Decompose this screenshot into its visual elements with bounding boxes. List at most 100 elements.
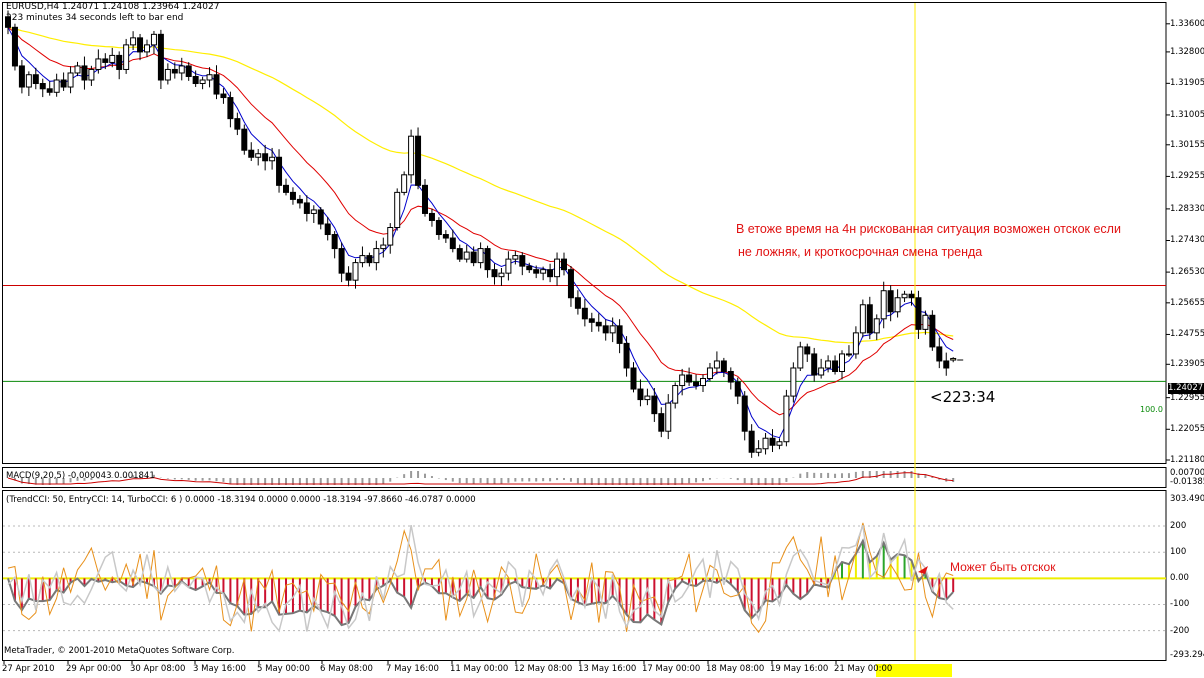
price-tick-label: 1.33600 [1170, 18, 1204, 29]
annotation-line-2: не ложняк, и кроткосрочная смена тренда [738, 245, 983, 259]
candle-body [755, 448, 762, 453]
macd-panel-frame [2, 467, 1167, 488]
candle-body [32, 74, 39, 85]
candle-body [929, 314, 936, 348]
time-tick-label: 3 May 16:00 [193, 664, 246, 674]
cci-label: (TrendCCI: 50, EntryCCI: 14, TurboCCI: 6… [6, 495, 476, 505]
copyright-text: MetaTrader, © 2001-2010 MetaQuotes Softw… [4, 646, 235, 656]
candle-body [199, 79, 206, 85]
trend-cci-line [7, 538, 954, 627]
candle-body [915, 297, 922, 330]
candle-body [588, 318, 595, 323]
candle-body [519, 255, 526, 267]
candle-body [150, 33, 157, 46]
candle-body [894, 297, 901, 313]
cci-panel-frame [2, 490, 1167, 661]
candle-body [157, 33, 164, 81]
time-tick-label: 11 May 00:00 [450, 664, 509, 674]
candle-body [901, 293, 908, 299]
candle-body [53, 79, 60, 93]
candle-body [213, 74, 220, 95]
price-tick-label: 1.22955 [1170, 392, 1204, 403]
candle-body [394, 191, 401, 229]
time-tick-label: 21 May 00:00 [834, 664, 893, 674]
candle-body [192, 75, 199, 85]
candle-body [574, 297, 581, 309]
bar-countdown: <223:34 [930, 388, 996, 406]
candle-body [359, 255, 366, 264]
cci-tick-label: -100 [1170, 599, 1190, 610]
candle-body [616, 325, 623, 344]
time-tick-label: 19 May 16:00 [770, 664, 829, 674]
candle-body [164, 68, 171, 81]
candle-body [102, 58, 109, 63]
candle-body [206, 74, 213, 81]
time-tick-label: 17 May 00:00 [642, 664, 701, 674]
cci-tick-label: -200 [1170, 625, 1190, 636]
price-tick-label: 1.26530 [1170, 267, 1204, 278]
candle-body [310, 209, 317, 214]
candle-body [116, 54, 123, 70]
candle-body [269, 156, 276, 162]
candle-body [547, 269, 554, 278]
candle-body [658, 413, 665, 432]
current-time-marker [876, 664, 952, 677]
candle-body [880, 290, 887, 320]
time-tick-label: 18 May 08:00 [706, 664, 765, 674]
candle-body [665, 402, 672, 432]
price-tick-label: 1.31005 [1170, 109, 1204, 120]
candle-body [178, 65, 185, 74]
candle-body [727, 370, 734, 383]
candle-body [491, 269, 498, 278]
candle-body [554, 258, 561, 278]
candle-body [769, 437, 776, 446]
arrow-icon [918, 566, 928, 574]
candle-body [567, 269, 574, 299]
candle-body [700, 378, 706, 387]
candle-body [790, 367, 797, 397]
entry-cci-line [7, 522, 954, 634]
turbo-cci-line [7, 524, 954, 633]
candle-body [387, 227, 394, 246]
price-tick-label: 1.28330 [1170, 203, 1204, 214]
candle-body [484, 248, 491, 271]
candle-body [713, 360, 720, 369]
candle-body [672, 385, 679, 404]
candle-body [74, 65, 81, 74]
candle-body [46, 88, 53, 93]
candle-body [137, 37, 144, 53]
time-tick-label: 13 May 16:00 [578, 664, 637, 674]
candle-body [88, 68, 95, 81]
candle-body [442, 234, 449, 239]
candle-body [908, 293, 915, 299]
candle-body [366, 255, 373, 264]
candle-body [338, 248, 345, 274]
candle-body [734, 381, 741, 397]
candle-body [595, 321, 602, 327]
cci-annotation: Может быть отскок [950, 560, 1056, 574]
level-label: 100.0 [1140, 405, 1163, 414]
candle-body [797, 346, 804, 369]
candle-body [248, 149, 255, 158]
candle-body [637, 388, 644, 401]
candle-body [602, 325, 609, 334]
price-tick-label: 1.25655 [1170, 297, 1204, 308]
candle-body [415, 135, 422, 186]
candle-body [852, 332, 859, 355]
candle-body [324, 223, 331, 236]
time-tick-label: 27 Apr 2010 [2, 664, 55, 674]
candle-body [561, 258, 567, 271]
candle-body [936, 346, 943, 362]
candle-body [706, 367, 713, 380]
candle-body [331, 234, 338, 250]
price-tick-label: 1.32800 [1170, 46, 1204, 57]
candle-body [887, 290, 894, 313]
candle-body [609, 325, 616, 334]
candle-body [679, 374, 686, 387]
long-moving-average [7, 26, 954, 344]
time-tick-label: 6 May 08:00 [320, 664, 373, 674]
candle-body [644, 395, 651, 401]
